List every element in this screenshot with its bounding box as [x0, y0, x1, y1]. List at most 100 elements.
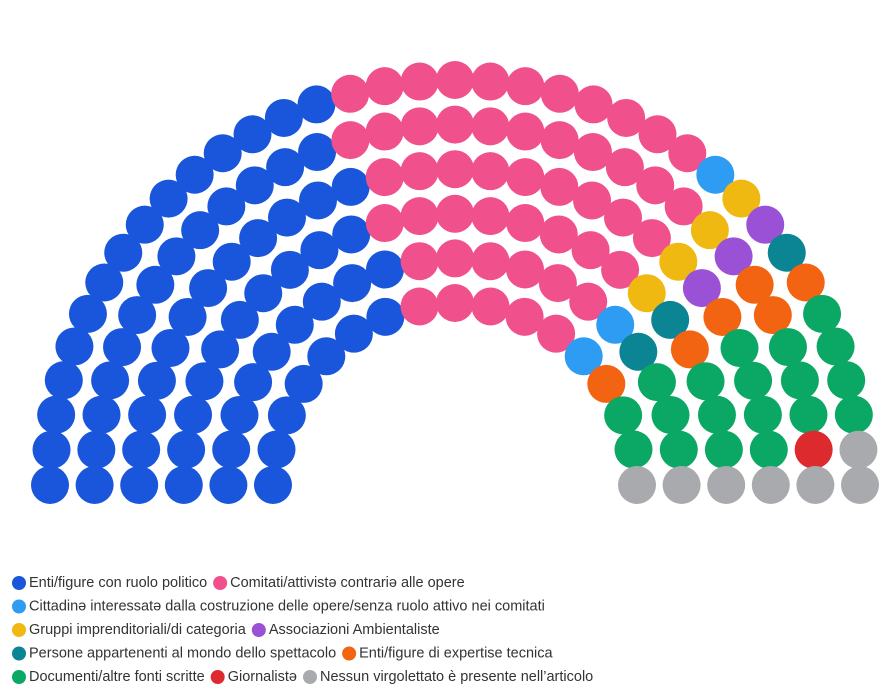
- seat: [365, 204, 404, 243]
- legend-label: Giornalistə: [228, 669, 297, 685]
- seat: [659, 430, 698, 469]
- seat: [234, 363, 273, 402]
- seat: [632, 219, 671, 258]
- seat: [816, 327, 855, 366]
- seat: [573, 181, 612, 220]
- seat: [400, 287, 439, 326]
- seat: [601, 250, 640, 289]
- seat: [151, 328, 190, 367]
- seat: [120, 466, 159, 504]
- seat: [651, 300, 690, 339]
- seat: [506, 158, 545, 197]
- seat: [31, 466, 69, 504]
- seat: [400, 107, 439, 146]
- seat: [436, 239, 474, 278]
- seat: [614, 430, 653, 469]
- seat: [506, 250, 545, 289]
- seat: [682, 269, 721, 308]
- seat: [91, 361, 130, 400]
- seat: [539, 215, 578, 254]
- seat: [789, 395, 828, 434]
- seat: [696, 155, 735, 194]
- seat: [714, 237, 753, 276]
- seat: [85, 263, 124, 302]
- seat: [659, 242, 698, 281]
- legend-label: Enti/figure di expertise tecnica: [359, 645, 553, 661]
- seat: [697, 395, 736, 434]
- seat: [104, 233, 143, 272]
- seat: [297, 85, 336, 124]
- seat: [574, 85, 613, 124]
- seat: [839, 430, 878, 469]
- seat: [118, 296, 157, 335]
- seat: [436, 150, 474, 189]
- seat: [400, 242, 439, 281]
- legend-label: Nessun virgolettato è presente nell’arti…: [320, 669, 593, 685]
- seat: [636, 166, 675, 205]
- seat: [746, 205, 785, 244]
- seat: [164, 466, 203, 504]
- seat: [267, 198, 306, 237]
- seat: [266, 148, 305, 187]
- seat: [207, 187, 246, 226]
- seat: [436, 284, 474, 322]
- seat: [471, 62, 510, 101]
- seat: [331, 121, 370, 160]
- seat: [201, 330, 240, 369]
- seat: [212, 430, 251, 469]
- seat: [55, 327, 94, 366]
- seat: [332, 215, 371, 254]
- legend-swatch: [251, 623, 266, 637]
- seat: [604, 198, 643, 237]
- seat: [174, 395, 213, 434]
- legend-swatch: [12, 623, 26, 637]
- seat: [44, 361, 83, 400]
- seat: [786, 263, 825, 302]
- seat: [540, 121, 579, 160]
- seat: [331, 74, 370, 113]
- seat: [365, 67, 404, 106]
- seat: [722, 179, 761, 218]
- seat: [506, 204, 545, 243]
- seat: [618, 466, 656, 504]
- seat: [668, 134, 707, 173]
- seat: [365, 250, 404, 289]
- seat: [254, 466, 292, 504]
- seat: [82, 395, 121, 434]
- seat: [607, 98, 646, 137]
- seat: [471, 242, 510, 281]
- seat: [734, 361, 773, 400]
- seat: [32, 430, 71, 469]
- legend-swatch: [303, 670, 317, 684]
- seat: [400, 62, 439, 101]
- seat: [331, 167, 370, 206]
- seat: [209, 466, 248, 504]
- seat: [471, 197, 510, 236]
- seat: [366, 297, 405, 336]
- seat: [137, 361, 176, 400]
- seat: [257, 430, 296, 469]
- seat: [37, 395, 76, 434]
- seat: [540, 167, 579, 206]
- seat: [538, 264, 577, 303]
- seat: [189, 269, 228, 308]
- seat: [436, 105, 474, 144]
- seat: [505, 297, 544, 336]
- seat: [212, 242, 251, 281]
- seat: [136, 265, 175, 304]
- seat: [670, 330, 709, 369]
- seat: [537, 314, 576, 353]
- seat: [720, 328, 759, 367]
- legend-swatch: [210, 670, 225, 684]
- seat: [264, 98, 303, 137]
- seat: [564, 337, 603, 376]
- legend-label: Comitati/attivistə contrariə alle opere: [230, 575, 465, 591]
- seat: [239, 219, 278, 258]
- seat: [767, 233, 806, 272]
- seat: [302, 282, 341, 321]
- seat: [267, 396, 306, 435]
- seat: [300, 231, 339, 270]
- seat: [181, 211, 220, 250]
- seat: [707, 466, 746, 504]
- seat: [596, 305, 635, 344]
